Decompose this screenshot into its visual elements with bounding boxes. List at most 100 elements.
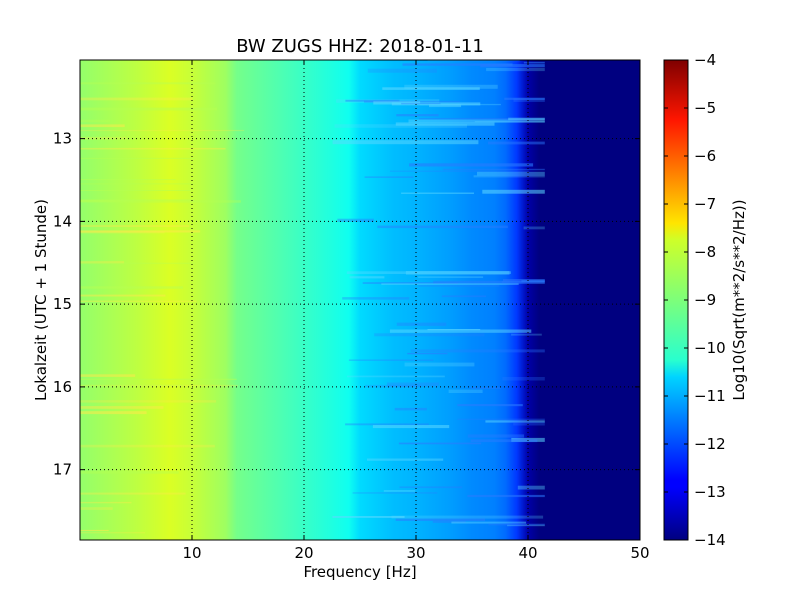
spectrogram-image bbox=[80, 60, 640, 540]
time-streak bbox=[523, 61, 545, 64]
time-streak bbox=[80, 411, 147, 415]
time-streak bbox=[480, 64, 545, 68]
colorbar-label: Log10(Sqrt(m**2/s**2/Hz)) bbox=[730, 199, 748, 400]
x-tick-label: 40 bbox=[518, 544, 537, 562]
time-streak bbox=[80, 183, 195, 185]
time-streak bbox=[419, 103, 501, 106]
time-streak bbox=[367, 458, 444, 461]
colorbar: −4 −5 −6 −7 −8 −9 −10 −11 −12 −13 −14 Log10(Sqrt(m… bbox=[663, 51, 748, 549]
time-streak bbox=[80, 190, 191, 191]
time-streak bbox=[80, 262, 196, 265]
time-streak bbox=[429, 104, 462, 108]
time-streak bbox=[80, 400, 217, 403]
colorbar-tick-label: −11 bbox=[694, 387, 726, 405]
time-streak bbox=[391, 102, 481, 106]
time-streak bbox=[367, 68, 437, 73]
time-stripe-layer bbox=[80, 60, 545, 534]
grid-layer bbox=[80, 60, 640, 540]
time-streak bbox=[457, 404, 523, 407]
time-streak bbox=[382, 87, 480, 90]
plot-area: 10 20 30 40 50 13 14 15 16 17 bbox=[53, 59, 650, 562]
time-streak bbox=[507, 524, 545, 527]
time-streak bbox=[395, 518, 486, 521]
time-streak bbox=[433, 280, 545, 284]
time-streak bbox=[80, 124, 125, 128]
time-streak bbox=[342, 297, 410, 300]
time-streak bbox=[485, 420, 545, 423]
time-streak bbox=[390, 170, 529, 172]
time-streak bbox=[80, 501, 132, 504]
time-streak bbox=[80, 261, 125, 264]
time-streak bbox=[399, 486, 463, 489]
time-streak bbox=[80, 157, 195, 159]
time-streak bbox=[80, 200, 130, 202]
time-streak bbox=[470, 387, 501, 389]
time-streak bbox=[80, 444, 215, 448]
time-streak bbox=[80, 136, 127, 140]
time-streak bbox=[401, 192, 474, 194]
time-streak bbox=[418, 276, 484, 278]
time-streak bbox=[502, 377, 545, 381]
time-streak bbox=[80, 225, 190, 227]
time-streak bbox=[407, 352, 448, 355]
time-streak bbox=[401, 102, 441, 105]
time-streak bbox=[381, 283, 519, 285]
time-streak bbox=[80, 492, 186, 495]
time-streak bbox=[80, 374, 136, 377]
time-streak bbox=[80, 199, 195, 202]
colorbar-tick-label: −7 bbox=[694, 195, 716, 213]
time-streak bbox=[383, 490, 416, 492]
time-streak bbox=[80, 82, 216, 85]
time-streak bbox=[80, 384, 239, 387]
time-streak bbox=[486, 68, 545, 72]
time-streak bbox=[80, 532, 146, 534]
time-streak bbox=[391, 515, 544, 519]
time-streak bbox=[513, 421, 545, 426]
time-streak bbox=[473, 175, 545, 178]
chart-title: BW ZUGS HHZ: 2018-01-11 bbox=[236, 36, 484, 57]
time-streak bbox=[467, 494, 545, 498]
time-streak bbox=[402, 63, 513, 66]
time-streak bbox=[398, 442, 482, 445]
time-streak bbox=[80, 378, 237, 380]
time-streak bbox=[404, 84, 498, 89]
time-streak bbox=[511, 333, 542, 336]
plot-frame bbox=[79, 59, 641, 541]
colorbar-tick-label: −10 bbox=[694, 339, 726, 357]
time-streak bbox=[80, 231, 165, 234]
time-streak bbox=[352, 492, 438, 494]
time-streak bbox=[482, 189, 545, 194]
time-streak bbox=[80, 129, 245, 132]
x-tick-label: 10 bbox=[182, 544, 201, 562]
time-streak bbox=[80, 223, 123, 226]
time-streak bbox=[409, 163, 534, 167]
time-streak bbox=[80, 107, 218, 111]
colorbar-tick-layer: −4 −5 −6 −7 −8 −9 −10 −11 −12 −13 −14 bbox=[664, 51, 726, 549]
time-streak bbox=[508, 117, 545, 121]
time-streak bbox=[396, 114, 439, 117]
time-streak bbox=[80, 384, 185, 387]
time-streak bbox=[80, 294, 166, 297]
time-streak bbox=[80, 119, 111, 123]
time-streak bbox=[477, 171, 545, 176]
time-streak bbox=[348, 359, 434, 361]
time-streak bbox=[404, 362, 475, 367]
time-streak bbox=[523, 226, 545, 230]
time-streak bbox=[365, 384, 421, 388]
time-streak bbox=[345, 423, 429, 426]
colorbar-tick-label: −4 bbox=[694, 51, 716, 69]
x-tick-label: 20 bbox=[294, 544, 313, 562]
time-streak bbox=[389, 329, 532, 333]
y-tick-label: 17 bbox=[53, 461, 72, 479]
time-streak bbox=[80, 507, 113, 510]
x-axis-label: Frequency [Hz] bbox=[303, 563, 416, 581]
time-streak bbox=[418, 285, 500, 287]
y-tick-label: 16 bbox=[53, 378, 72, 396]
time-streak bbox=[80, 147, 226, 150]
time-streak bbox=[347, 375, 445, 378]
time-streak bbox=[457, 418, 545, 420]
time-streak bbox=[372, 425, 450, 429]
time-streak bbox=[362, 282, 459, 284]
